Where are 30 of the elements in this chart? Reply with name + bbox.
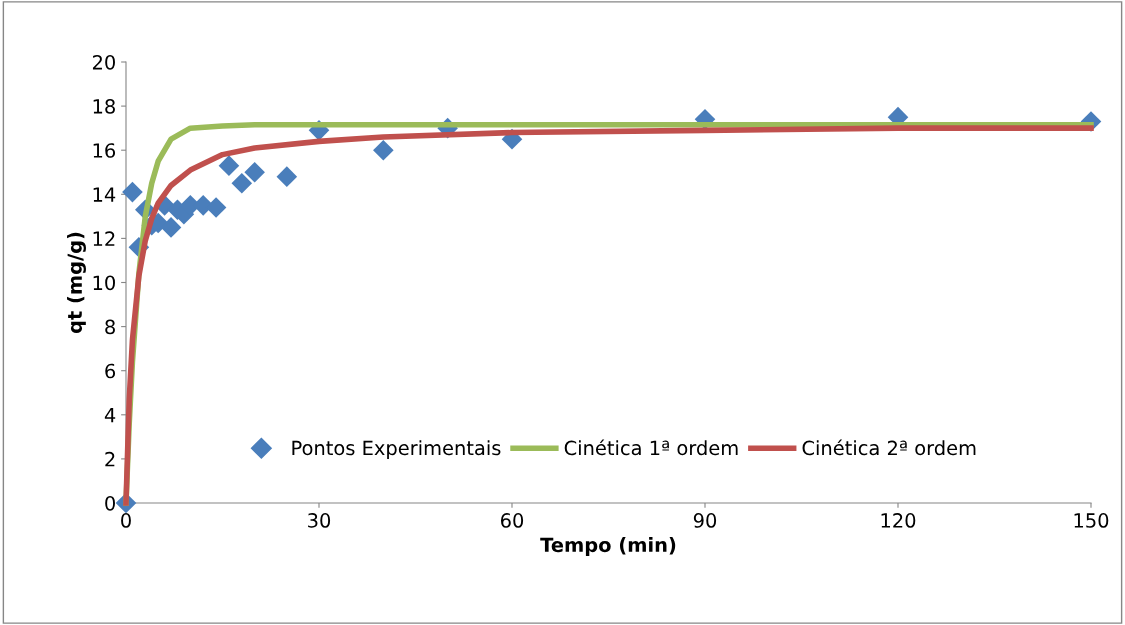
y-tick-label: 18 <box>93 99 115 114</box>
legend-label: Cinética 1ª ordem <box>564 439 738 456</box>
point <box>160 217 182 238</box>
y-tick-label: 20 <box>92 54 115 70</box>
point <box>205 197 227 218</box>
y-tick-label: 8 <box>105 319 115 335</box>
x-tick-label: 0 <box>121 513 131 528</box>
point <box>244 161 265 183</box>
legend-label: Cinética 2ª ordem <box>802 439 976 456</box>
point <box>122 181 143 203</box>
y-tick-label: 14 <box>93 187 116 202</box>
x-tick-label: 30 <box>308 513 331 528</box>
x-tick-label: 120 <box>881 513 916 528</box>
point <box>276 166 298 187</box>
x-tick-label: 90 <box>693 513 717 528</box>
x-axis-title: Tempo (min) <box>540 537 676 556</box>
y-tick-label: 0 <box>105 495 115 511</box>
legend-label: Pontos Experimentais <box>292 440 501 460</box>
y-tick-label: 16 <box>93 143 116 158</box>
point <box>231 172 253 194</box>
x-tick-label: 60 <box>500 513 524 528</box>
y-axis-title: qt (mg/g) <box>67 232 86 334</box>
y-tick-label: 4 <box>104 408 116 423</box>
point <box>373 139 394 161</box>
y-tick-label: 2 <box>105 451 115 467</box>
point <box>218 155 240 176</box>
y-tick-label: 6 <box>105 363 116 379</box>
y-tick-label: 12 <box>93 231 115 246</box>
x-tick-label: 150 <box>1074 513 1109 528</box>
y-tick-label: 10 <box>93 275 115 291</box>
